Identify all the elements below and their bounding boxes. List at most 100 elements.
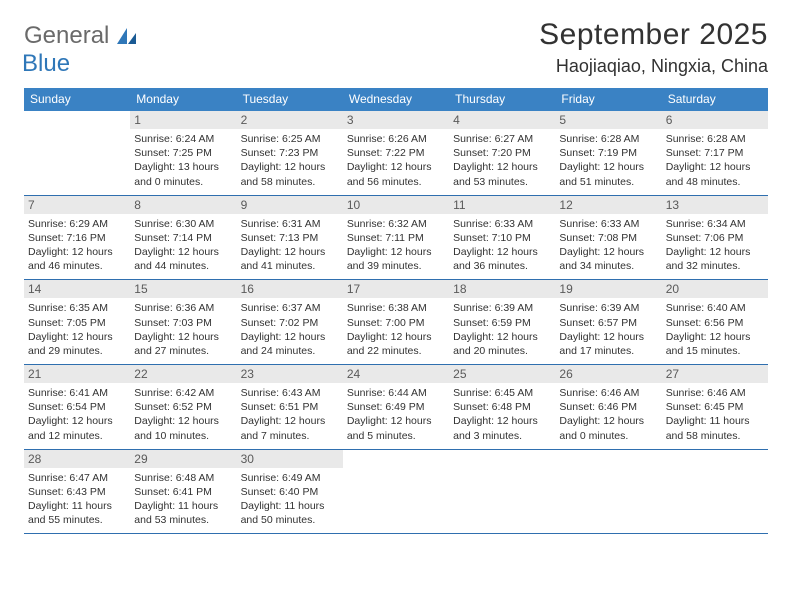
day-sr: Sunrise: 6:46 AM — [559, 386, 657, 400]
day-d1: Daylight: 12 hours — [453, 330, 551, 344]
day-details: Sunrise: 6:49 AMSunset: 6:40 PMDaylight:… — [241, 471, 339, 528]
day-sr: Sunrise: 6:36 AM — [134, 301, 232, 315]
day-d2: and 53 minutes. — [134, 513, 232, 527]
day-cell: 4Sunrise: 6:27 AMSunset: 7:20 PMDaylight… — [449, 111, 555, 195]
day-d2: and 44 minutes. — [134, 259, 232, 273]
day-number: 14 — [24, 280, 130, 298]
day-ss: Sunset: 7:11 PM — [347, 231, 445, 245]
day-d2: and 32 minutes. — [666, 259, 764, 273]
day-d1: Daylight: 12 hours — [28, 414, 126, 428]
day-d1: Daylight: 11 hours — [666, 414, 764, 428]
day-ss: Sunset: 6:52 PM — [134, 400, 232, 414]
day-sr: Sunrise: 6:25 AM — [241, 132, 339, 146]
day-cell: 17Sunrise: 6:38 AMSunset: 7:00 PMDayligh… — [343, 280, 449, 364]
day-sr: Sunrise: 6:44 AM — [347, 386, 445, 400]
day-ss: Sunset: 6:48 PM — [453, 400, 551, 414]
day-sr: Sunrise: 6:33 AM — [453, 217, 551, 231]
day-sr: Sunrise: 6:35 AM — [28, 301, 126, 315]
day-d1: Daylight: 12 hours — [666, 245, 764, 259]
day-d2: and 36 minutes. — [453, 259, 551, 273]
day-details: Sunrise: 6:38 AMSunset: 7:00 PMDaylight:… — [347, 301, 445, 358]
day-d1: Daylight: 12 hours — [559, 160, 657, 174]
day-details: Sunrise: 6:32 AMSunset: 7:11 PMDaylight:… — [347, 217, 445, 274]
day-d2: and 58 minutes. — [241, 175, 339, 189]
day-cell: 5Sunrise: 6:28 AMSunset: 7:19 PMDaylight… — [555, 111, 661, 195]
day-d1: Daylight: 12 hours — [453, 245, 551, 259]
calendar-grid: Sunday Monday Tuesday Wednesday Thursday… — [24, 88, 768, 534]
day-ss: Sunset: 6:56 PM — [666, 316, 764, 330]
day-sr: Sunrise: 6:34 AM — [666, 217, 764, 231]
weekday-header: Monday — [130, 88, 236, 111]
day-number: 9 — [237, 196, 343, 214]
day-number: 19 — [555, 280, 661, 298]
day-number: 2 — [237, 111, 343, 129]
day-d2: and 15 minutes. — [666, 344, 764, 358]
day-details: Sunrise: 6:25 AMSunset: 7:23 PMDaylight:… — [241, 132, 339, 189]
day-cell: 6Sunrise: 6:28 AMSunset: 7:17 PMDaylight… — [662, 111, 768, 195]
day-sr: Sunrise: 6:28 AM — [666, 132, 764, 146]
day-d2: and 53 minutes. — [453, 175, 551, 189]
day-d1: Daylight: 12 hours — [453, 414, 551, 428]
weekday-header-row: Sunday Monday Tuesday Wednesday Thursday… — [24, 88, 768, 111]
day-sr: Sunrise: 6:30 AM — [134, 217, 232, 231]
day-sr: Sunrise: 6:28 AM — [559, 132, 657, 146]
day-sr: Sunrise: 6:48 AM — [134, 471, 232, 485]
day-cell: 12Sunrise: 6:33 AMSunset: 7:08 PMDayligh… — [555, 196, 661, 280]
day-d1: Daylight: 12 hours — [347, 160, 445, 174]
day-ss: Sunset: 7:25 PM — [134, 146, 232, 160]
day-number: 11 — [449, 196, 555, 214]
day-details: Sunrise: 6:39 AMSunset: 6:59 PMDaylight:… — [453, 301, 551, 358]
week-row: 14Sunrise: 6:35 AMSunset: 7:05 PMDayligh… — [24, 280, 768, 365]
day-cell: 24Sunrise: 6:44 AMSunset: 6:49 PMDayligh… — [343, 365, 449, 449]
day-details: Sunrise: 6:42 AMSunset: 6:52 PMDaylight:… — [134, 386, 232, 443]
day-cell: 11 Sunrise: 6:33 AMSunset: 7:10 PMDayligh… — [449, 196, 555, 280]
day-sr: Sunrise: 6:42 AM — [134, 386, 232, 400]
day-sr: Sunrise: 6:27 AM — [453, 132, 551, 146]
day-ss: Sunset: 7:13 PM — [241, 231, 339, 245]
day-ss: Sunset: 7:10 PM — [453, 231, 551, 245]
week-row: 28Sunrise: 6:47 AMSunset: 6:43 PMDayligh… — [24, 450, 768, 535]
logo-word-2: Blue — [22, 50, 70, 77]
day-cell: 20Sunrise: 6:40 AMSunset: 6:56 PMDayligh… — [662, 280, 768, 364]
day-sr: Sunrise: 6:37 AM — [241, 301, 339, 315]
day-details: Sunrise: 6:46 AMSunset: 6:46 PMDaylight:… — [559, 386, 657, 443]
day-details: Sunrise: 6:24 AMSunset: 7:25 PMDaylight:… — [134, 132, 232, 189]
day-d1: Daylight: 12 hours — [347, 330, 445, 344]
weekday-header: Thursday — [449, 88, 555, 111]
weeks-container: 1Sunrise: 6:24 AMSunset: 7:25 PMDaylight… — [24, 111, 768, 534]
day-details: Sunrise: 6:28 AMSunset: 7:19 PMDaylight:… — [559, 132, 657, 189]
day-d1: Daylight: 11 hours — [134, 499, 232, 513]
day-number: 10 — [343, 196, 449, 214]
day-d2: and 46 minutes. — [28, 259, 126, 273]
day-cell: 18Sunrise: 6:39 AMSunset: 6:59 PMDayligh… — [449, 280, 555, 364]
day-number: 13 — [662, 196, 768, 214]
day-ss: Sunset: 6:57 PM — [559, 316, 657, 330]
day-d2: and 27 minutes. — [134, 344, 232, 358]
day-ss: Sunset: 7:14 PM — [134, 231, 232, 245]
day-d2: and 20 minutes. — [453, 344, 551, 358]
day-d1: Daylight: 11 hours — [241, 499, 339, 513]
day-ss: Sunset: 7:08 PM — [559, 231, 657, 245]
day-d1: Daylight: 12 hours — [241, 160, 339, 174]
day-details: Sunrise: 6:40 AMSunset: 6:56 PMDaylight:… — [666, 301, 764, 358]
logo-text: General Blue — [24, 22, 138, 78]
week-row: 7Sunrise: 6:29 AMSunset: 7:16 PMDaylight… — [24, 196, 768, 281]
day-d2: and 24 minutes. — [241, 344, 339, 358]
day-details: Sunrise: 6:45 AMSunset: 6:48 PMDaylight:… — [453, 386, 551, 443]
day-sr: Sunrise: 6:31 AM — [241, 217, 339, 231]
week-row: 21Sunrise: 6:41 AMSunset: 6:54 PMDayligh… — [24, 365, 768, 450]
weekday-header: Wednesday — [343, 88, 449, 111]
day-cell: 21Sunrise: 6:41 AMSunset: 6:54 PMDayligh… — [24, 365, 130, 449]
day-d1: Daylight: 12 hours — [666, 160, 764, 174]
day-d1: Daylight: 12 hours — [28, 330, 126, 344]
day-d1: Daylight: 12 hours — [134, 414, 232, 428]
day-sr: Sunrise: 6:40 AM — [666, 301, 764, 315]
day-d1: Daylight: 12 hours — [666, 330, 764, 344]
day-sr: Sunrise: 6:45 AM — [453, 386, 551, 400]
title-block: September 2025 Haojiaqiao, Ningxia, Chin… — [539, 18, 768, 77]
day-details: Sunrise: 6:39 AMSunset: 6:57 PMDaylight:… — [559, 301, 657, 358]
day-d1: Daylight: 12 hours — [347, 414, 445, 428]
day-ss: Sunset: 7:19 PM — [559, 146, 657, 160]
day-d1: Daylight: 12 hours — [453, 160, 551, 174]
month-title: September 2025 — [539, 18, 768, 52]
